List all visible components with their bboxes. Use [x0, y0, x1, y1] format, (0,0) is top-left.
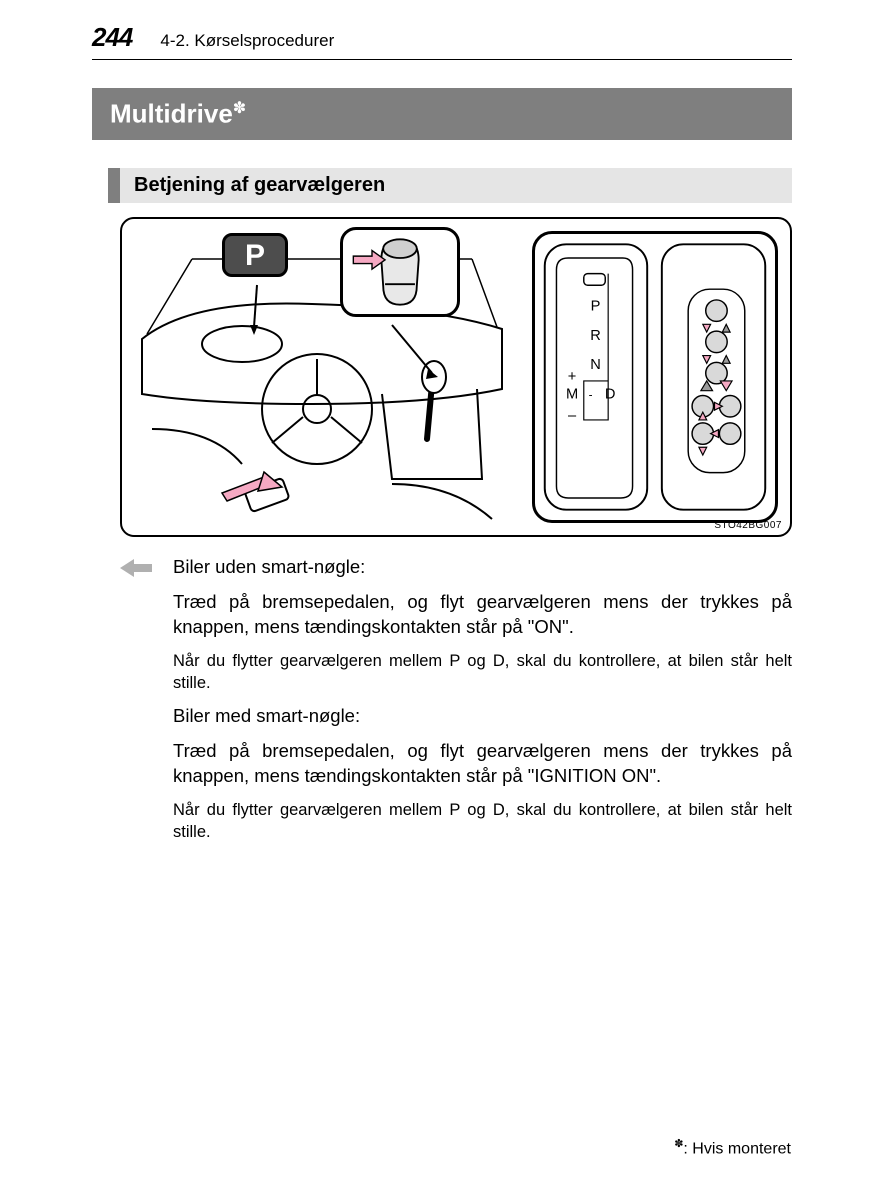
body-text-block: Biler uden smart-nøgle: Træd på bremsepe… — [120, 555, 792, 854]
gear-n-label: N — [590, 357, 601, 373]
body-p5: Træd på bremsepedalen, og flyt gearvælge… — [173, 739, 792, 789]
gear-dash-label: - — [589, 388, 593, 401]
gear-r-label: R — [590, 328, 601, 344]
figure: P P R N D M - — [120, 217, 792, 537]
gear-d-label: D — [605, 386, 616, 402]
title-text: Multidrive — [110, 99, 233, 129]
body-p6: Når du flytter gearvælgeren mellem P og … — [173, 799, 792, 844]
left-arrow-icon — [120, 555, 155, 854]
footnote: ✽: Hvis monteret — [674, 1137, 791, 1158]
figure-code: STO42BG007 — [714, 520, 782, 531]
title-asterisk: ✽ — [233, 100, 246, 117]
gear-minus-label: – — [568, 408, 577, 424]
gear-plus-label: + — [568, 369, 577, 385]
footnote-text: : Hvis monteret — [683, 1140, 791, 1157]
gear-p-label: P — [591, 298, 601, 314]
body-text: Biler uden smart-nøgle: Træd på bremsepe… — [173, 555, 792, 854]
shift-knob-callout — [340, 227, 460, 317]
page-header: 244 4-2. Kørselsprocedurer — [0, 0, 881, 53]
body-p4: Biler med smart-nøgle: — [173, 704, 792, 729]
body-p2: Træd på bremsepedalen, og flyt gearvælge… — [173, 590, 792, 640]
section-label: 4-2. Kørselsprocedurer — [160, 31, 334, 51]
brake-arrow-icon — [222, 472, 282, 501]
page-number: 244 — [92, 22, 132, 53]
body-p1: Biler uden smart-nøgle: — [173, 555, 792, 580]
header-rule — [92, 59, 792, 60]
title-bar: Multidrive✽ — [92, 88, 792, 140]
subheading: Betjening af gearvælgeren — [108, 168, 792, 203]
shift-pattern-panel: P R N D M - + – — [532, 231, 778, 523]
knob-push-arrow-icon — [353, 250, 385, 269]
p-indicator-callout: P — [222, 233, 288, 277]
gear-m-label: M — [566, 386, 578, 402]
body-p3: Når du flytter gearvælgeren mellem P og … — [173, 650, 792, 695]
